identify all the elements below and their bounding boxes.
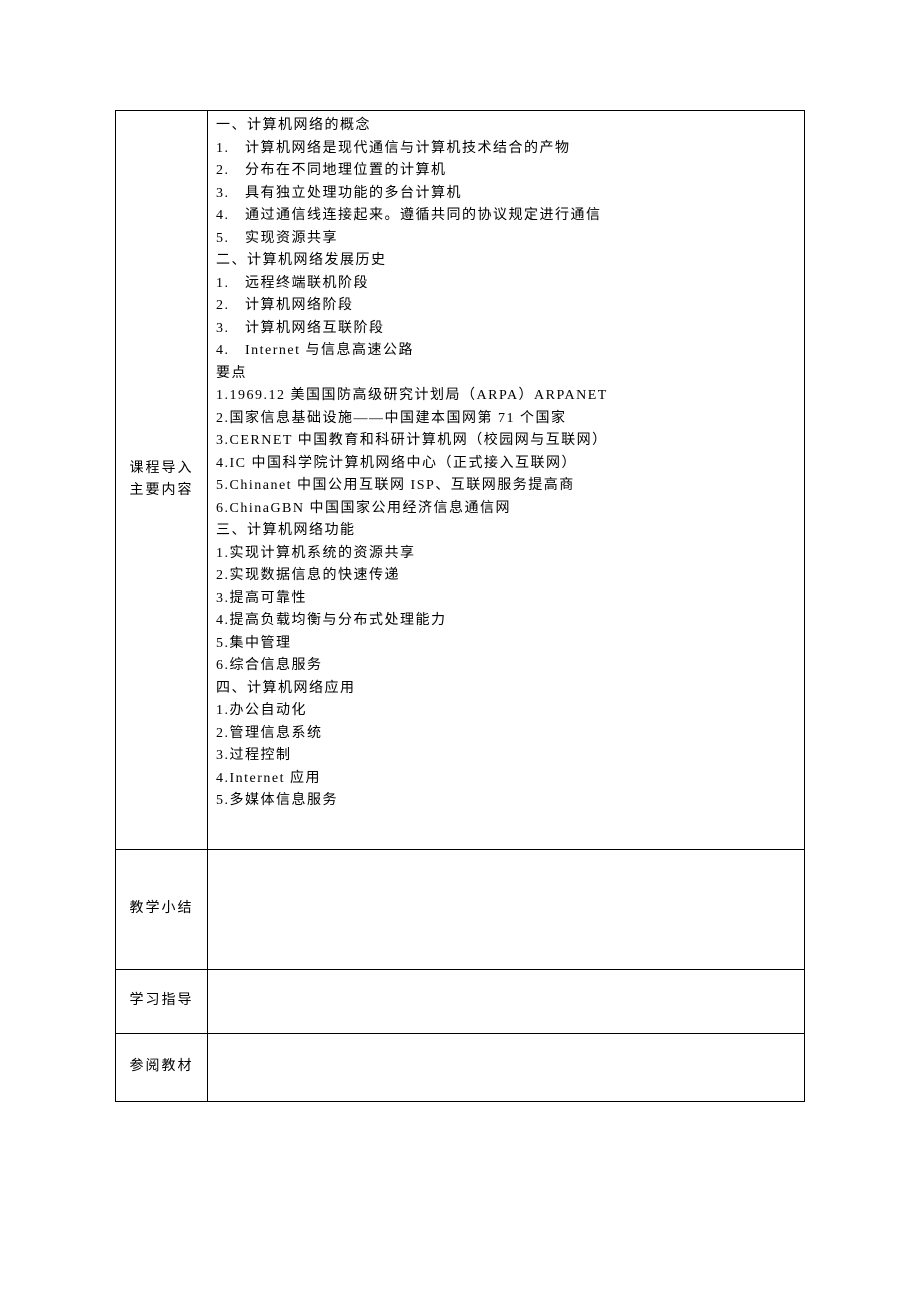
label-text: 学习指导 xyxy=(130,993,194,1008)
content-line: 6.综合信息服务 xyxy=(216,655,796,678)
content-reference xyxy=(208,1033,805,1101)
content-guidance xyxy=(208,969,805,1033)
content-line: 1. 计算机网络是现代通信与计算机技术结合的产物 xyxy=(216,138,796,161)
label-summary: 教学小结 xyxy=(116,849,208,969)
content-line: 2. 分布在不同地理位置的计算机 xyxy=(216,160,796,183)
content-line: 2.实现数据信息的快速传递 xyxy=(216,565,796,588)
content-line: 5.Chinanet 中国公用互联网 ISP、互联网服务提高商 xyxy=(216,475,796,498)
content-course-intro: 一、计算机网络的概念 1. 计算机网络是现代通信与计算机技术结合的产物 2. 分… xyxy=(208,111,805,850)
label-guidance: 学习指导 xyxy=(116,969,208,1033)
content-line: 三、计算机网络功能 xyxy=(216,520,796,543)
content-line: 3.提高可靠性 xyxy=(216,588,796,611)
content-line: 四、计算机网络应用 xyxy=(216,678,796,701)
content-line: 3.过程控制 xyxy=(216,745,796,768)
label-course-intro: 课程导入主要内容 xyxy=(116,111,208,850)
label-text: 教学小结 xyxy=(130,901,194,916)
content-line: 1.实现计算机系统的资源共享 xyxy=(216,543,796,566)
content-line: 4.提高负载均衡与分布式处理能力 xyxy=(216,610,796,633)
content-line: 4. Internet 与信息高速公路 xyxy=(216,340,796,363)
document-table: 课程导入主要内容 一、计算机网络的概念 1. 计算机网络是现代通信与计算机技术结… xyxy=(115,110,805,1102)
row-guidance: 学习指导 xyxy=(116,969,805,1033)
content-line: 一、计算机网络的概念 xyxy=(216,115,796,138)
row-summary: 教学小结 xyxy=(116,849,805,969)
content-line: 3.CERNET 中国教育和科研计算机网（校园网与互联网） xyxy=(216,430,796,453)
content-line: 1. 远程终端联机阶段 xyxy=(216,273,796,296)
content-line: 4.IC 中国科学院计算机网络中心（正式接入互联网） xyxy=(216,453,796,476)
content-line: 5.集中管理 xyxy=(216,633,796,656)
content-line: 4. 通过通信线连接起来。遵循共同的协议规定进行通信 xyxy=(216,205,796,228)
content-line: 3. 具有独立处理功能的多台计算机 xyxy=(216,183,796,206)
content-line: 二、计算机网络发展历史 xyxy=(216,250,796,273)
content-line: 1.办公自动化 xyxy=(216,700,796,723)
content-line: 6.ChinaGBN 中国国家公用经济信息通信网 xyxy=(216,498,796,521)
row-reference: 参阅教材 xyxy=(116,1033,805,1101)
row-course-intro: 课程导入主要内容 一、计算机网络的概念 1. 计算机网络是现代通信与计算机技术结… xyxy=(116,111,805,850)
content-line: 3. 计算机网络互联阶段 xyxy=(216,318,796,341)
content-line: 4.Internet 应用 xyxy=(216,768,796,791)
label-text: 参阅教材 xyxy=(130,1059,194,1074)
content-line: 2.国家信息基础设施——中国建本国网第 71 个国家 xyxy=(216,408,796,431)
label-text: 课程导入主要内容 xyxy=(130,461,194,498)
content-summary xyxy=(208,849,805,969)
content-line: 5.多媒体信息服务 xyxy=(216,790,796,813)
content-line: 1.1969.12 美国国防高级研究计划局（ARPA）ARPANET xyxy=(216,385,796,408)
content-line: 要点 xyxy=(216,363,796,386)
content-line: 2.管理信息系统 xyxy=(216,723,796,746)
content-line: 2. 计算机网络阶段 xyxy=(216,295,796,318)
label-reference: 参阅教材 xyxy=(116,1033,208,1101)
content-line: 5. 实现资源共享 xyxy=(216,228,796,251)
